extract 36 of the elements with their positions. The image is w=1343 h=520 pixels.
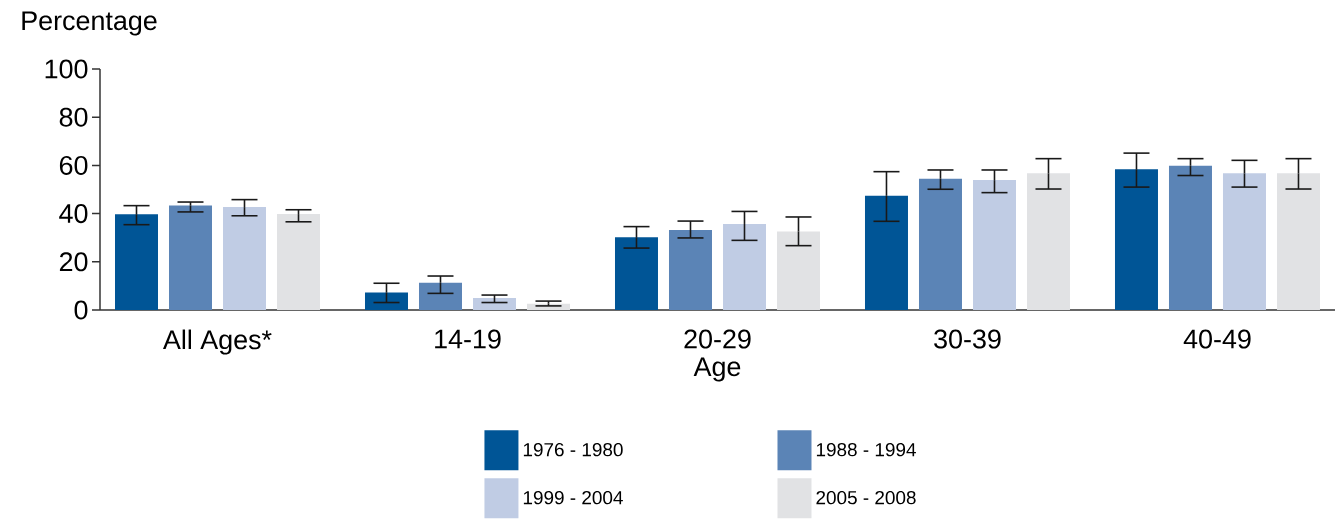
y-axis-title: Percentage [22,11,157,36]
x-tick-label: 30-39 [934,329,1001,349]
legend-label: 1999 - 2004 [523,490,623,505]
bar [472,297,516,310]
y-tick-label: 100 [45,59,88,79]
x-tick-label: 14-19 [435,329,501,349]
bar [1276,173,1320,310]
bar [277,214,320,310]
bar [864,195,908,310]
bar [115,214,158,310]
bar [1222,173,1266,310]
bar [972,180,1016,310]
bar [1026,173,1070,310]
bar [418,282,462,310]
x-tick-label: 40-49 [1183,329,1251,349]
bar [614,237,658,310]
bar [668,229,712,310]
bar [169,205,212,310]
y-tick-label: 60 [59,155,88,175]
bar [1168,165,1212,310]
bar [223,207,266,310]
x-tick-label: All Ages* [162,329,272,355]
x-tick-label: 20-29 [684,329,751,349]
y-tick-label: 40 [59,204,88,224]
bar [364,292,408,310]
legend-label: 1988 - 1994 [816,442,916,457]
x-axis-title: Age [693,357,741,382]
legend-label: 2005 - 2008 [816,490,916,505]
legend-label: 1976 - 1980 [523,442,623,457]
bar [918,178,962,310]
y-tick-label: 0 [74,300,88,320]
bar [776,231,820,310]
bar [1114,169,1158,310]
y-tick-label: 80 [59,107,88,127]
y-tick-label: 20 [59,252,88,272]
bar [722,223,766,310]
